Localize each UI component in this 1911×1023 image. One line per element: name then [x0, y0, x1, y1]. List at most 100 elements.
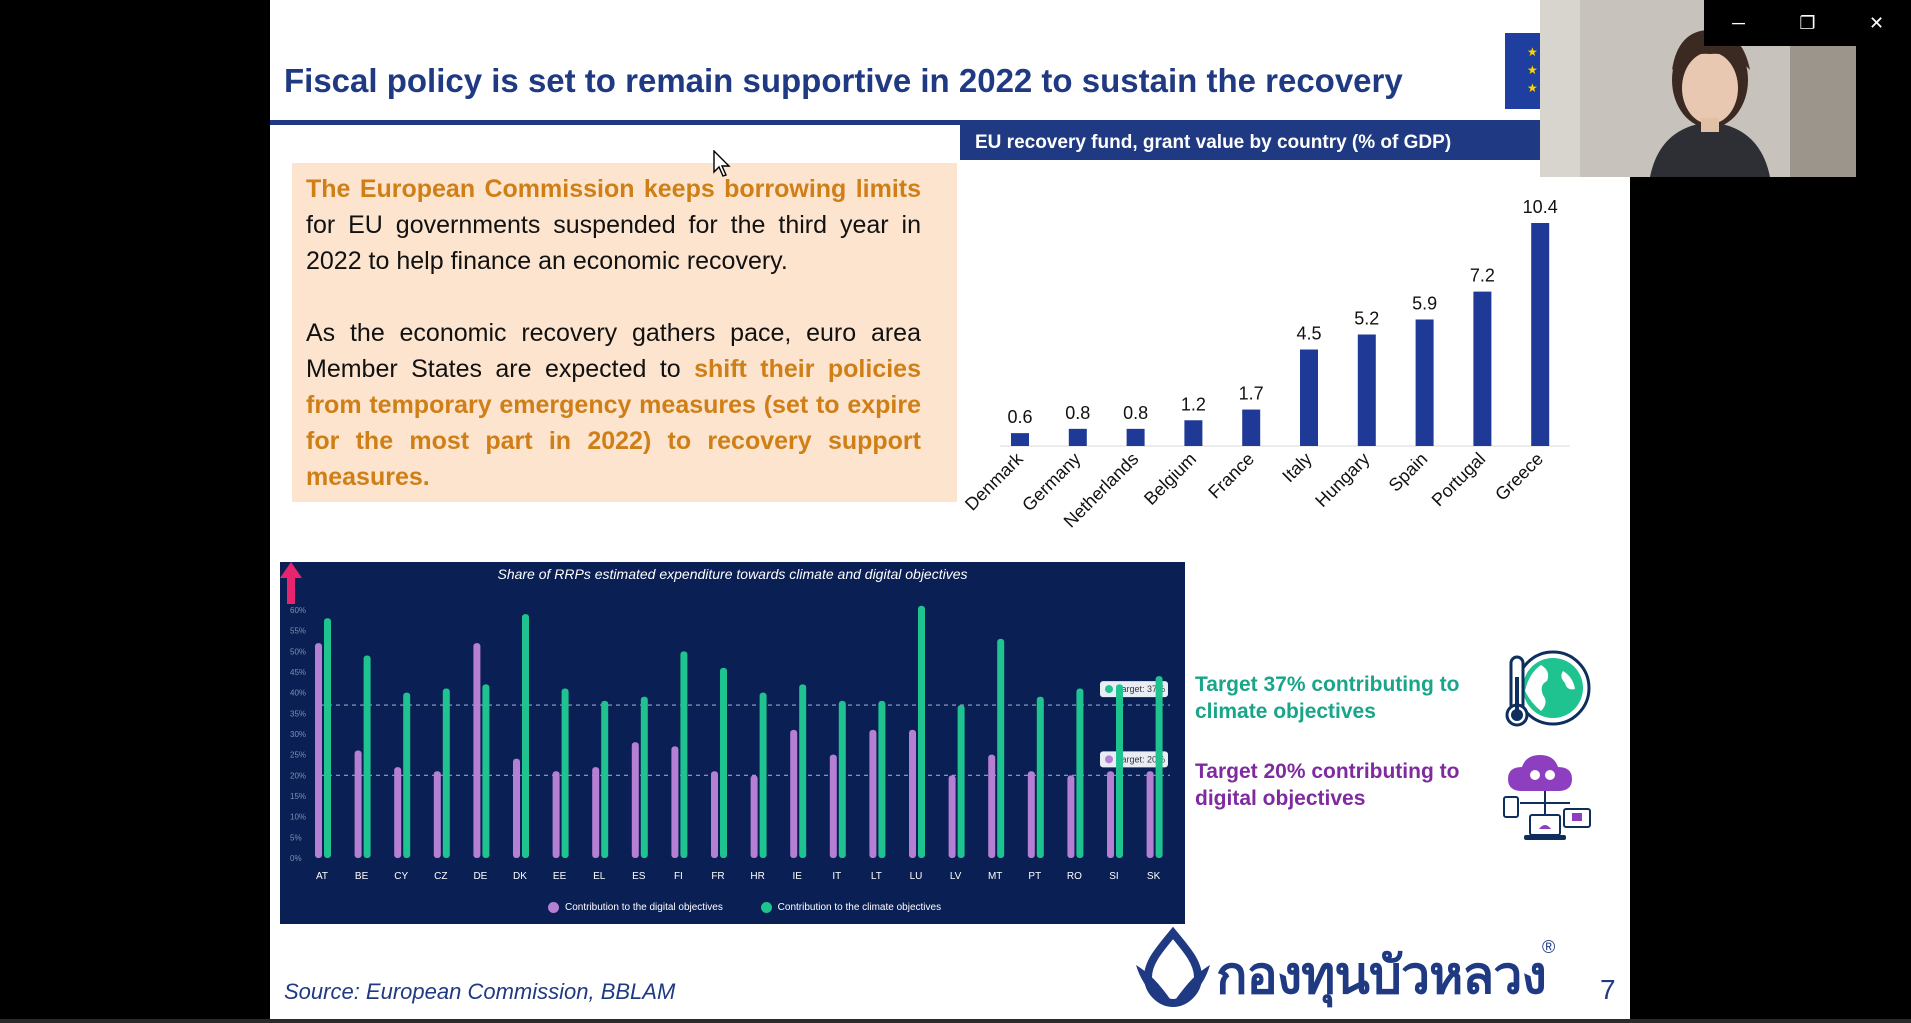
digital-bar-mt — [988, 754, 996, 858]
digital-bar-cy — [394, 767, 402, 858]
y-tick-label: 5% — [290, 833, 302, 842]
bar-portugal — [1473, 291, 1492, 446]
target-label-dot — [1105, 755, 1113, 764]
rrp-legend: Contribution to the digital objectives C… — [548, 902, 976, 913]
digital-bar-de — [473, 643, 481, 858]
climate-bar-si — [1116, 684, 1123, 858]
target-digital-text: Target 20% contributing to digital objec… — [1195, 760, 1460, 810]
highlight-borrowing: The European Commission keeps borrowing … — [306, 175, 921, 203]
source-note: Source: European Commission, BBLAM — [284, 979, 676, 1004]
digital-bar-dk — [513, 758, 520, 858]
country-label: EL — [593, 871, 606, 882]
country-label: LU — [910, 871, 923, 882]
bar-value-label: 5.9 — [1412, 293, 1437, 313]
country-label: SI — [1109, 871, 1118, 882]
rrp-chart-title: Share of RRPs estimated expenditure towa… — [497, 566, 968, 582]
registered-mark: ® — [1542, 937, 1556, 957]
cloud-devices-icon — [1503, 755, 1591, 840]
digital-bar-fi — [671, 746, 679, 858]
recovery-fund-bar-chart: 0.6Denmark0.8Germany0.8Netherlands1.2Bel… — [961, 197, 1570, 531]
digital-bar-lv — [948, 775, 956, 858]
y-tick-label: 50% — [290, 647, 306, 656]
climate-bar-hr — [759, 692, 767, 858]
target-climate-text: Target 37% contributing to climate objec… — [1195, 673, 1460, 723]
digital-bar-sk — [1146, 771, 1154, 858]
paragraph-policy-start: As the economic recovery gathers pace, e… — [306, 319, 921, 383]
rrp-chart: 0% 5% 10% 15% 20% 25% 30% 35% 40% 45% 50% 55% 60% Tar… — [290, 605, 1170, 882]
bar-chart-title: EU recovery fund, grant value by country… — [975, 132, 1452, 153]
bar-spain — [1415, 319, 1434, 446]
y-tick-label: 30% — [290, 730, 306, 739]
bar-value-label: 1.7 — [1239, 384, 1264, 404]
digital-bar-es — [631, 742, 639, 858]
country-label: AT — [316, 871, 328, 882]
country-label: RO — [1067, 871, 1082, 882]
country-label: MT — [988, 871, 1002, 882]
digital-bar-pt — [1027, 771, 1035, 858]
y-tick-label: 40% — [290, 689, 306, 698]
category-label: Denmark — [961, 448, 1027, 514]
rrp-chart-panel: 0% 5% 10% 15% 20% 25% 30% 35% 40% 45% 50% 55% 60% Tar… — [280, 562, 1185, 924]
y-tick-label: 20% — [290, 771, 306, 780]
climate-bar-ee — [561, 688, 569, 858]
country-label: LT — [871, 871, 882, 882]
bar-value-label: 4.5 — [1296, 324, 1321, 344]
y-tick-label: 60% — [290, 606, 306, 615]
climate-bar-fi — [680, 651, 688, 858]
digital-bar-lt — [869, 729, 877, 858]
climate-bar-mt — [997, 638, 1005, 858]
restore-button[interactable]: ❐ — [1799, 12, 1816, 33]
y-tick-label: 45% — [290, 668, 306, 677]
digital-bar-si — [1107, 771, 1114, 858]
bar-belgium — [1184, 420, 1203, 446]
bar-value-label: 7.2 — [1470, 266, 1495, 286]
climate-bar-ie — [799, 684, 807, 858]
logo-wordmark: กองทุนบัวหลวง — [1216, 946, 1547, 1006]
digital-bar-fr — [711, 771, 718, 858]
category-label: Belgium — [1140, 449, 1200, 509]
digital-bar-ee — [552, 771, 560, 858]
country-label: BE — [355, 871, 369, 882]
category-label: Greece — [1491, 449, 1547, 505]
bar-netherlands — [1126, 428, 1145, 446]
bualuang-logo: กองทุนบัวหลวง ® — [1128, 925, 1568, 1015]
climate-bar-it — [838, 700, 846, 858]
digital-bar-lu — [909, 729, 916, 858]
y-tick-label: 55% — [290, 627, 306, 636]
page-number: 7 — [1600, 974, 1616, 1005]
bar-denmark — [1011, 433, 1029, 446]
country-label: LV — [950, 871, 962, 882]
presenter-avatar — [1540, 0, 1856, 177]
title-underline — [270, 120, 1560, 125]
paragraph-policy-shift: As the economic recovery gathers pace, e… — [306, 315, 921, 495]
country-label: SK — [1147, 871, 1161, 882]
digital-bar-at — [315, 643, 322, 858]
slide: Fiscal policy is set to remain supportiv… — [270, 0, 1630, 1019]
bar-italy — [1300, 349, 1318, 446]
category-label: Portugal — [1428, 449, 1490, 511]
bar-france — [1242, 409, 1261, 446]
country-label: HR — [750, 871, 764, 882]
category-label: Spain — [1385, 449, 1432, 496]
bar-value-label: 0.6 — [1007, 407, 1032, 427]
paragraph-borrowing-rest: for EU governments suspended for the thi… — [306, 211, 921, 275]
globe-thermometer-icon — [1505, 650, 1591, 727]
digital-bar-cz — [433, 771, 441, 858]
bar-hungary — [1357, 334, 1376, 446]
slide-title: Fiscal policy is set to remain supportiv… — [284, 62, 1403, 99]
target-label: Target: 37% — [1117, 684, 1165, 694]
digital-bar-el — [592, 767, 600, 858]
minimize-button[interactable]: ─ — [1732, 12, 1745, 33]
highlight-policy-shift: shift their policies from temporary emer… — [306, 355, 921, 491]
category-label: Hungary — [1311, 449, 1373, 511]
y-tick-label: 15% — [290, 792, 306, 801]
commentary-box: The European Commission keeps borrowing … — [292, 163, 957, 502]
climate-bar-ro — [1076, 688, 1084, 858]
up-arrow-icon — [280, 562, 302, 604]
target-label-dot — [1105, 685, 1113, 694]
legend-climate: Contribution to the climate objectives — [760, 902, 941, 913]
y-tick-label: 25% — [290, 751, 306, 760]
country-label: ES — [632, 871, 646, 882]
close-button[interactable]: ✕ — [1868, 12, 1885, 33]
y-tick-label: 35% — [290, 709, 306, 718]
